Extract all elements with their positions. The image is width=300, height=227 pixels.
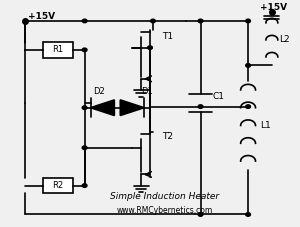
Circle shape bbox=[148, 46, 152, 49]
Circle shape bbox=[246, 105, 250, 108]
Circle shape bbox=[82, 184, 87, 187]
Circle shape bbox=[246, 64, 250, 67]
Circle shape bbox=[82, 48, 87, 52]
Polygon shape bbox=[120, 100, 144, 116]
Text: T2: T2 bbox=[162, 132, 173, 141]
Text: D2: D2 bbox=[94, 87, 105, 96]
Text: L2: L2 bbox=[279, 35, 290, 44]
Circle shape bbox=[198, 19, 203, 23]
Circle shape bbox=[151, 19, 155, 23]
Circle shape bbox=[82, 146, 87, 150]
Text: L1: L1 bbox=[260, 121, 271, 130]
Circle shape bbox=[198, 105, 203, 108]
Polygon shape bbox=[91, 100, 114, 116]
Circle shape bbox=[198, 213, 203, 216]
FancyBboxPatch shape bbox=[43, 42, 73, 58]
Circle shape bbox=[246, 19, 250, 23]
Text: Simple Induction Heater: Simple Induction Heater bbox=[110, 192, 219, 201]
Circle shape bbox=[246, 213, 250, 216]
FancyBboxPatch shape bbox=[43, 178, 73, 193]
Circle shape bbox=[82, 19, 87, 23]
Text: D1: D1 bbox=[141, 87, 153, 96]
Text: C1: C1 bbox=[212, 92, 224, 101]
Circle shape bbox=[82, 106, 87, 109]
Text: T1: T1 bbox=[162, 32, 173, 41]
Text: R1: R1 bbox=[52, 45, 63, 54]
Text: R2: R2 bbox=[52, 181, 63, 190]
Text: www.RMCybernetics.com: www.RMCybernetics.com bbox=[117, 205, 213, 215]
Text: +15V: +15V bbox=[28, 12, 55, 21]
Text: +15V: +15V bbox=[260, 3, 287, 12]
